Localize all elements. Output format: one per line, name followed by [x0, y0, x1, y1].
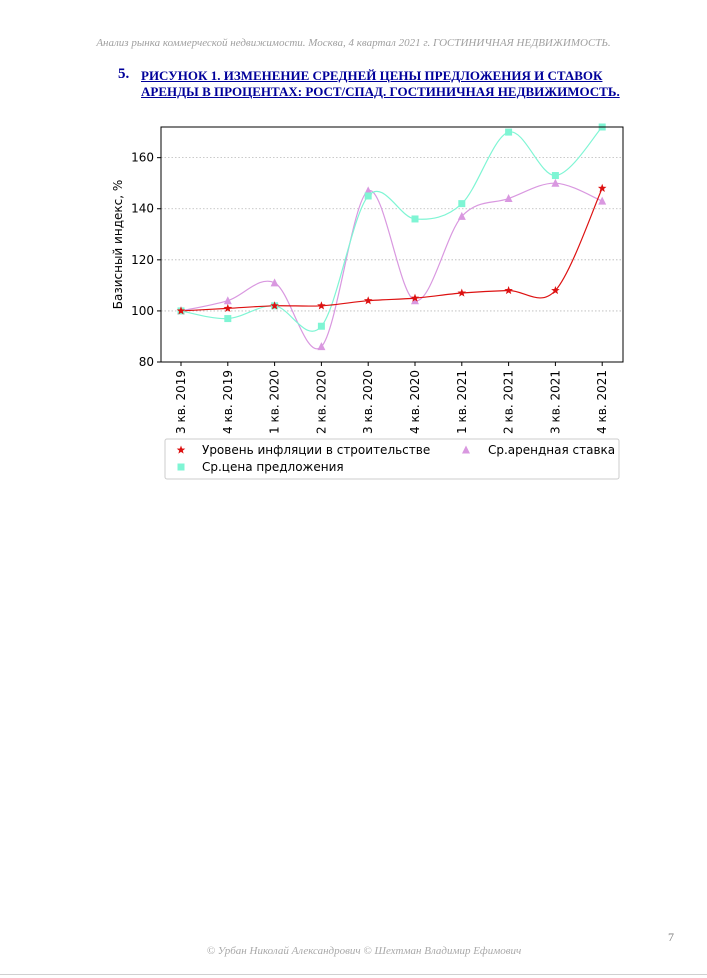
line-chart: 80 100 120 140 160 3 кв. 2019 4 кв. 2019 1 кв.… — [111, 123, 624, 480]
data-point-square — [364, 192, 372, 200]
y-axis-label: Базисный индекс, % — [111, 180, 125, 310]
x-tick-label: 3 кв. 2021 — [548, 370, 562, 434]
x-tick-label: 2 кв. 2020 — [314, 370, 328, 434]
data-point-square — [505, 128, 513, 136]
legend-marker-square — [177, 463, 185, 471]
y-tick-label: 160 — [131, 151, 154, 165]
y-tick-label: 80 — [139, 355, 154, 369]
legend-marker-star — [176, 445, 186, 454]
y-axis: 80 100 120 140 160 — [131, 151, 161, 369]
data-point-star — [176, 306, 186, 315]
x-tick-label: 4 кв. 2019 — [221, 370, 235, 434]
legend-label: Ср.цена предложения — [202, 460, 344, 474]
data-point-triangle — [551, 178, 560, 187]
figure-heading: РИСУНОК 1. ИЗМЕНЕНИЕ СРЕДНЕЙ ЦЕНЫ ПРЕДЛО… — [141, 68, 681, 100]
data-point-star — [551, 285, 560, 295]
legend-label: Ср.арендная ставка — [488, 443, 615, 457]
data-point-star — [363, 296, 373, 305]
footer-copyright: © Урбан Николай Александрович © Шехтман … — [206, 945, 522, 957]
figure-heading-line-1: РИСУНОК 1. ИЗМЕНЕНИЕ СРЕДНЕЙ ЦЕНЫ ПРЕДЛО… — [141, 68, 603, 83]
data-point-star — [317, 301, 326, 310]
chart-series-lines — [180, 126, 603, 350]
data-point-triangle — [411, 296, 419, 305]
x-tick-label: 4 кв. 2020 — [408, 370, 422, 434]
y-tick-label: 120 — [131, 253, 154, 267]
page-number: 7 — [668, 930, 674, 944]
x-tick-label: 3 кв. 2019 — [174, 370, 188, 434]
data-point-star — [597, 183, 607, 192]
x-tick-label: 1 кв. 2020 — [268, 370, 282, 434]
chart-grid — [161, 157, 623, 363]
data-point-square — [411, 215, 419, 223]
x-tick-label: 2 кв. 2021 — [502, 370, 516, 434]
data-point-square — [551, 172, 559, 180]
data-point-square — [317, 322, 325, 330]
figure-heading-line-2: АРЕНДЫ В ПРОЦЕНТАХ: РОСТ/СПАД. ГОСТИНИЧН… — [141, 84, 620, 99]
data-point-triangle — [457, 211, 466, 220]
data-point-star — [223, 303, 233, 312]
legend-label: Уровень инфляции в строительстве — [202, 443, 430, 457]
page-bottom-divider — [0, 974, 707, 975]
series-line — [180, 188, 603, 312]
x-tick-label: 4 кв. 2021 — [595, 370, 609, 434]
data-point-square — [458, 200, 466, 208]
data-point-triangle — [598, 196, 607, 205]
x-tick-label: 1 кв. 2021 — [455, 370, 469, 434]
running-header: Анализ рынка коммерческой недвижимости. … — [96, 37, 611, 49]
data-point-star — [457, 288, 467, 297]
data-point-triangle — [504, 194, 513, 203]
series-line — [180, 126, 603, 332]
section-number: 5. — [118, 66, 130, 82]
y-tick-label: 140 — [131, 202, 154, 216]
data-point-triangle — [223, 296, 232, 305]
data-point-triangle — [270, 278, 279, 287]
series-line — [180, 182, 603, 350]
data-point-square — [224, 315, 232, 323]
chart-legend: Уровень инфляции в строительстве Ср.аренд… — [164, 438, 620, 480]
data-point-star — [504, 285, 513, 295]
x-tick-label: 3 кв. 2020 — [361, 370, 375, 434]
data-point-triangle — [317, 342, 326, 351]
data-point-triangle — [364, 186, 373, 195]
chart-series-markers — [176, 123, 607, 351]
y-tick-label: 100 — [131, 304, 154, 318]
x-axis: 3 кв. 2019 4 кв. 2019 1 кв. 2020 2 кв. 2020… — [174, 362, 609, 434]
legend-frame — [164, 438, 620, 480]
data-point-star — [270, 301, 279, 310]
plot-frame — [160, 126, 624, 363]
legend-marker-triangle — [462, 445, 470, 454]
data-point-star — [410, 293, 420, 302]
